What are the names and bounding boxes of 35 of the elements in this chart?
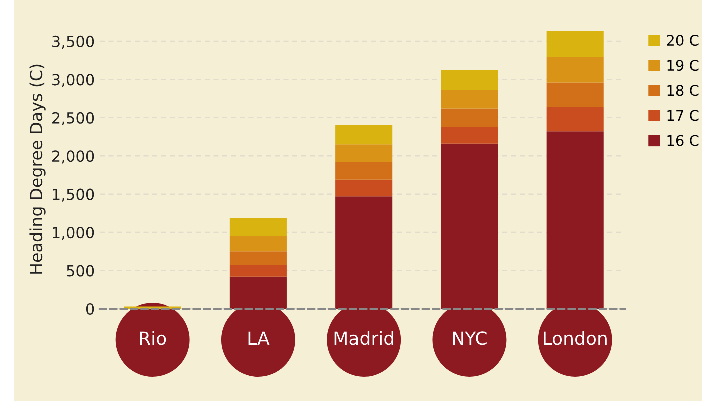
bar [546, 107, 604, 132]
bar [441, 127, 498, 144]
x-tick-label: NYC [453, 332, 487, 346]
legend-label: 19 C [668, 60, 699, 72]
bar [230, 252, 287, 266]
legend-label: 16 C [668, 135, 699, 146]
bar [230, 236, 287, 252]
bar [546, 32, 604, 58]
bar [546, 82, 604, 108]
legend-label: 18 C [668, 85, 699, 96]
y-tick-label: 3,000 [52, 74, 94, 88]
x-tick-label: London [544, 331, 607, 346]
bar [336, 162, 393, 180]
bar [441, 90, 498, 109]
y-axis-title: Heading Degree Days (C) [30, 64, 46, 274]
x-tick-label: Rio [140, 331, 166, 346]
bar [336, 126, 393, 145]
bar [336, 144, 393, 162]
x-tick-label: LA [248, 332, 270, 345]
y-tick-label: 500 [67, 265, 94, 277]
y-tick-label: 1,000 [53, 227, 94, 240]
y-tick-label: 1,500 [53, 188, 94, 202]
bar [230, 265, 287, 277]
legend-label: 17 C [668, 110, 699, 122]
bar [441, 70, 498, 90]
y-tick-label: 3,500 [52, 36, 94, 50]
x-tick-label: Madrid [334, 331, 394, 346]
y-tick-label: 2,000 [52, 150, 94, 164]
bar [546, 58, 604, 83]
bar [230, 218, 287, 236]
y-tick-label: 2,500 [52, 112, 94, 126]
legend-label: 20 C [667, 35, 699, 46]
bar [441, 108, 498, 128]
bar [336, 180, 393, 197]
y-tick-label: 0 [86, 303, 94, 316]
